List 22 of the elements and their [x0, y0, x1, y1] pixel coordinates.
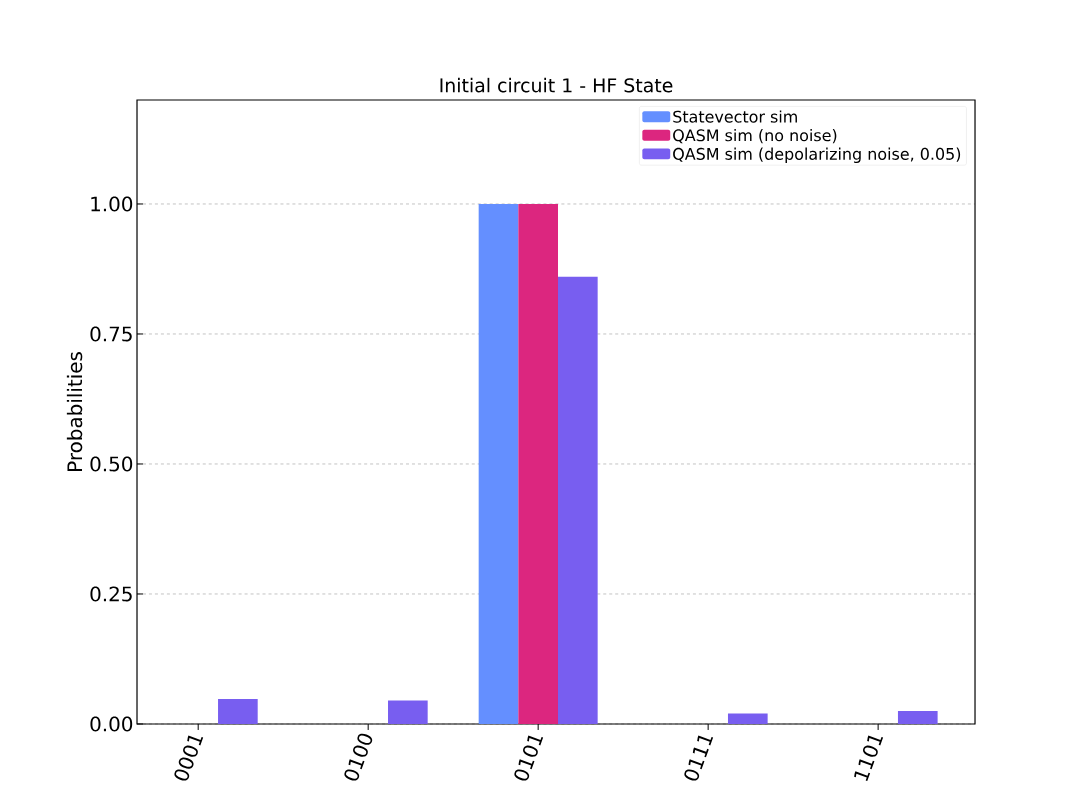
legend-label: Statevector sim	[673, 110, 797, 123]
legend-label: QASM sim (no noise)	[673, 128, 837, 144]
bar	[518, 203, 558, 724]
y-tick-label: 0.75	[90, 326, 132, 342]
x-tick-label: 0100	[344, 733, 373, 781]
bar	[478, 203, 519, 724]
bar	[897, 710, 938, 724]
bar	[727, 713, 768, 724]
bar	[388, 700, 428, 724]
bar	[218, 699, 258, 724]
x-tick-label: 0101	[514, 735, 544, 781]
y-tick-label: 0.00	[90, 716, 133, 732]
x-tick-label: 0111	[684, 735, 714, 781]
y-tick-label: 0.50	[90, 456, 133, 472]
x-tick-label: 1101	[854, 735, 884, 782]
x-tick-label: 0001	[174, 735, 204, 781]
y-tick-label: 0.25	[90, 586, 132, 602]
y-tick-label: 1.00	[91, 196, 133, 212]
chart-title: Initial circuit 1 - HF State	[440, 77, 673, 93]
bar	[558, 276, 598, 724]
y-axis-title: Probabilities	[66, 352, 83, 471]
legend-label: QASM sim (depolarizing noise, 0.05)	[673, 147, 961, 163]
